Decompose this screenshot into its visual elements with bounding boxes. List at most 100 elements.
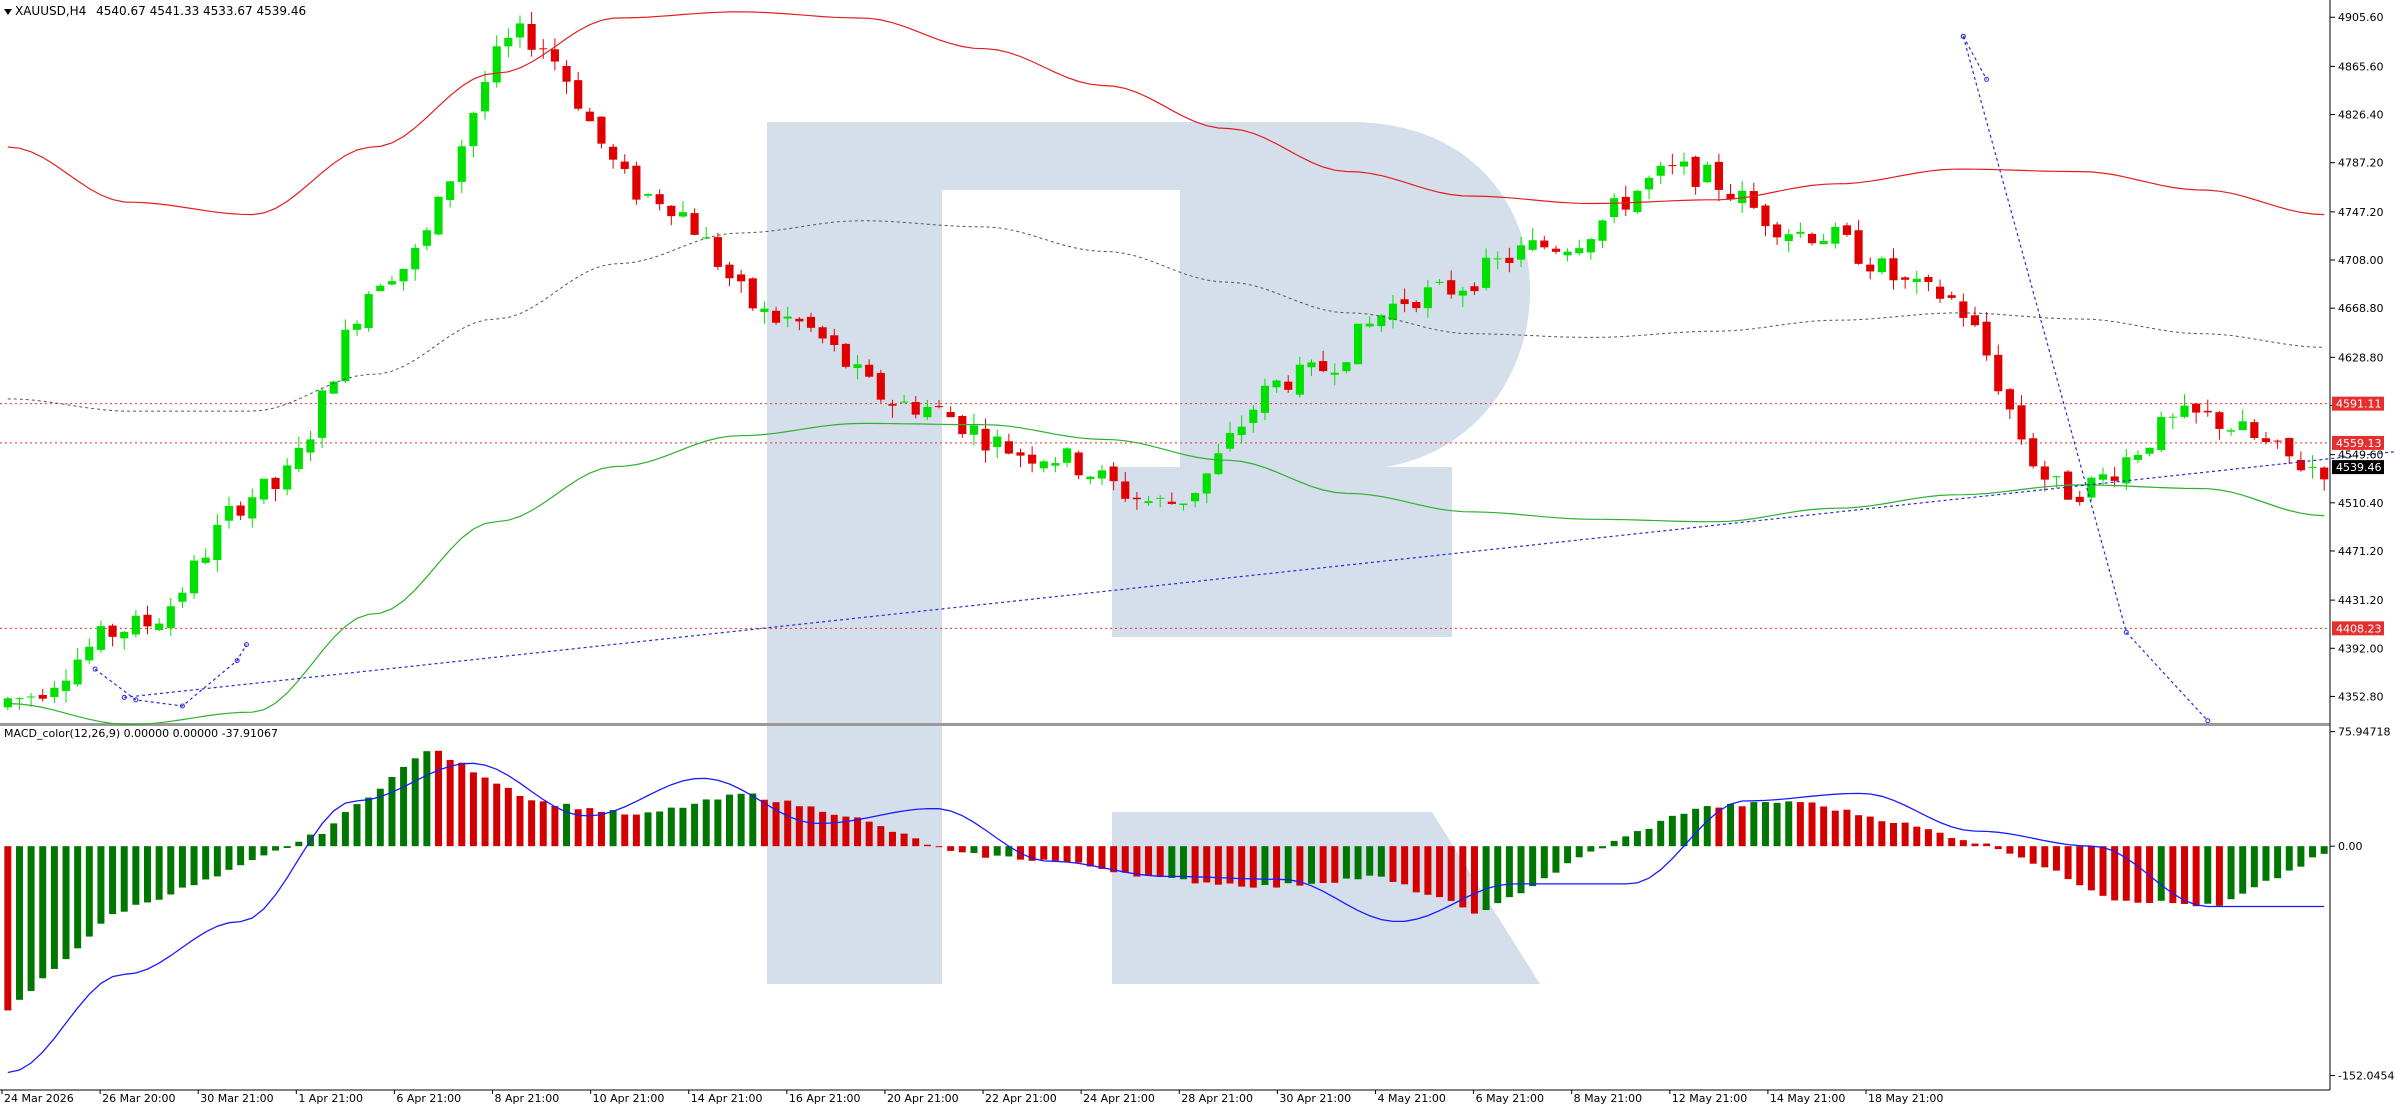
macd-histogram-bar <box>1377 846 1385 877</box>
candle-body <box>38 694 47 699</box>
candle-body <box>620 161 629 169</box>
macd-histogram-bar <box>2099 846 2107 896</box>
candle-body <box>1412 302 1421 309</box>
price-label-box <box>2332 435 2384 450</box>
macd-histogram-bar <box>423 751 431 847</box>
forecast-line[interactable] <box>124 431 2396 698</box>
candle-body <box>1144 501 1153 504</box>
candle <box>1051 456 1060 473</box>
candle-body <box>1249 409 1258 424</box>
candle <box>329 380 338 394</box>
macd-histogram-bar <box>411 758 419 847</box>
candle <box>1237 415 1246 444</box>
candle <box>213 514 222 572</box>
forecast-line[interactable] <box>94 644 247 707</box>
macd-histogram-bar <box>1599 846 1606 849</box>
symbol-label[interactable]: XAUUSD,H4 <box>15 4 87 18</box>
macd-histogram-bar <box>1179 846 1187 880</box>
macd-histogram-bar <box>2192 846 2200 907</box>
level-price-label: 4591.11 <box>2332 396 2384 411</box>
candle <box>2005 387 2014 420</box>
macd-histogram-bar <box>1924 829 1932 847</box>
candle <box>1505 247 1514 273</box>
forecast-line[interactable] <box>1962 36 2209 722</box>
candle-body <box>1912 278 1921 282</box>
macd-histogram-bar <box>1459 846 1467 908</box>
time-tick-label: 30 Apr 21:00 <box>1279 1092 1351 1105</box>
candle <box>1167 492 1176 505</box>
macd-histogram-bar <box>1424 846 1432 895</box>
candle <box>236 501 245 521</box>
candle-body <box>1365 323 1374 327</box>
candle <box>1970 306 1980 327</box>
candle-body <box>434 196 443 235</box>
candle-body <box>2273 440 2282 442</box>
macd-histogram-bar <box>330 823 338 847</box>
candle-body <box>1959 301 1968 318</box>
candle <box>1423 280 1432 318</box>
candle-body <box>492 46 501 83</box>
macd-histogram-bar <box>1470 846 1478 914</box>
candle <box>155 618 164 632</box>
macd-histogram-bar <box>1901 822 1909 847</box>
macd-histogram-bar <box>144 846 151 903</box>
candle <box>1086 475 1095 485</box>
candle <box>2226 427 2236 436</box>
candle <box>1598 219 1607 249</box>
candle-body <box>120 631 129 639</box>
candle-body <box>1831 226 1840 244</box>
macd-histogram-bar <box>2204 846 2212 904</box>
candle <box>1854 220 1863 265</box>
price-tick-label: 4787.20 <box>2338 157 2384 170</box>
macd-histogram-bar <box>1855 815 1863 847</box>
candle-body <box>259 478 268 500</box>
candle <box>1633 189 1642 214</box>
pane-separator[interactable] <box>0 723 2330 726</box>
candle-body <box>364 294 373 329</box>
macd-histogram-bar <box>202 846 210 880</box>
candle-body <box>1447 280 1456 295</box>
candle <box>667 205 676 226</box>
candle-body <box>1307 362 1316 368</box>
candle <box>1377 314 1386 333</box>
symbol-dropdown-icon[interactable] <box>4 8 12 15</box>
candle-body <box>550 49 559 62</box>
macd-histogram-bar <box>586 808 594 847</box>
macd-histogram-bar <box>1948 838 1956 847</box>
time-tick-label: 8 May 21:00 <box>1574 1092 1642 1105</box>
macd-histogram-bar <box>574 809 582 847</box>
macd-histogram-bar <box>341 812 349 847</box>
macd-histogram-bar <box>819 811 827 847</box>
macd-histogram-bar <box>865 821 873 847</box>
macd-histogram-bar <box>597 811 605 847</box>
macd-histogram-bar <box>504 787 512 847</box>
candle-body <box>376 285 385 292</box>
candle <box>1807 232 1817 246</box>
macd-histogram-bar <box>1727 803 1735 847</box>
candle-body <box>1191 493 1200 502</box>
macd-histogram-bar <box>912 838 920 847</box>
macd-histogram-bar <box>2111 846 2119 901</box>
macd-histogram-bar <box>1715 807 1723 847</box>
candle <box>399 268 408 291</box>
candle-body <box>15 698 24 700</box>
macd-histogram-bar <box>795 806 803 847</box>
macd-histogram-bar <box>1436 846 1444 898</box>
macd-histogram-bar <box>1389 846 1397 882</box>
candle-body <box>737 274 746 282</box>
candle-body <box>1062 448 1072 463</box>
candle <box>1761 203 1770 237</box>
macd-histogram-bar <box>167 846 175 895</box>
forecast-line[interactable] <box>1962 36 1988 80</box>
candle <box>271 476 280 502</box>
candle-body <box>981 428 990 451</box>
candle <box>632 161 641 205</box>
macd-histogram-bar <box>1412 846 1420 893</box>
macd-histogram-bar <box>1086 846 1094 867</box>
macd-histogram-bar <box>702 799 710 847</box>
candle-body <box>1575 248 1584 254</box>
macd-histogram-bar <box>388 776 396 847</box>
price-tick-label: 4352.80 <box>2338 690 2384 703</box>
candle-body <box>1842 225 1852 235</box>
